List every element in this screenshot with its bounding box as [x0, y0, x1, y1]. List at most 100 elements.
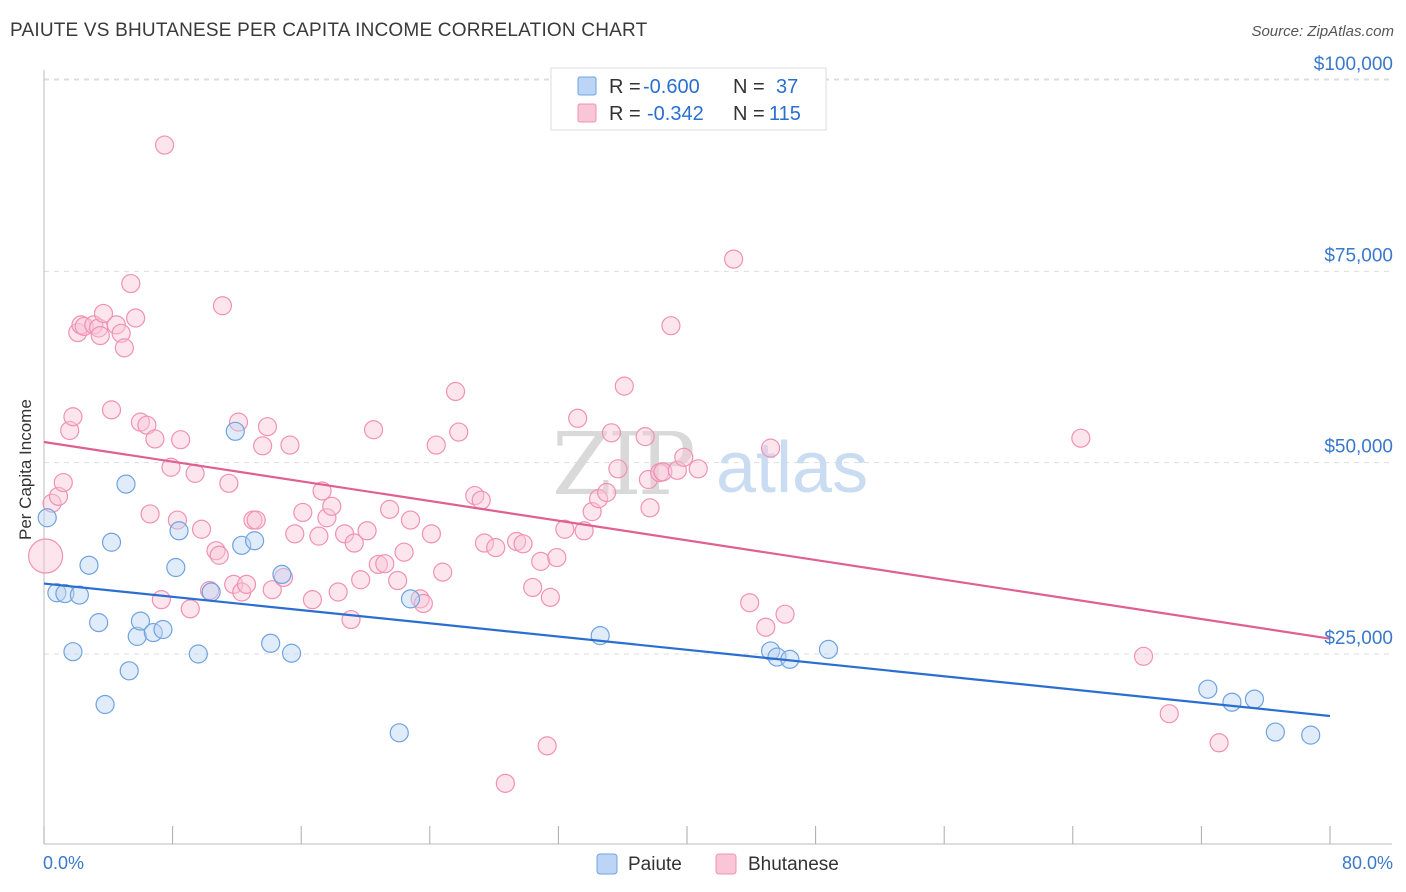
trend-line-paiute — [43, 582, 1331, 718]
data-point — [1209, 733, 1229, 753]
x-tick-label-min: 0.0% — [43, 853, 84, 873]
data-point — [236, 574, 257, 594]
data-point — [1265, 722, 1285, 742]
data-point — [426, 435, 446, 455]
data-point — [775, 604, 795, 624]
data-point — [116, 474, 136, 494]
y-tick-label: $50,000 — [1324, 437, 1393, 458]
data-point — [280, 435, 300, 455]
chart-title: PAIUTE VS BHUTANESE PER CAPITA INCOME CO… — [10, 20, 648, 41]
data-point — [375, 554, 395, 574]
data-point — [413, 593, 433, 614]
data-point — [724, 249, 744, 269]
data-point — [523, 577, 543, 598]
data-point — [140, 504, 160, 524]
bhutanese-swatch — [577, 103, 597, 123]
paiute-n-label: N = — [733, 76, 765, 98]
data-point — [151, 590, 171, 610]
stats-legend: R = -0.600 N = 37 R = -0.342 N = 115 — [550, 67, 827, 131]
data-point — [449, 422, 469, 442]
watermark-zip: ZIP — [552, 415, 693, 515]
data-point — [225, 421, 245, 441]
bhutanese-n-label: N = — [733, 103, 765, 125]
y-tick-label: $25,000 — [1324, 628, 1393, 649]
paiute-r-value: -0.600 — [643, 76, 700, 98]
data-point — [635, 427, 655, 447]
data-point — [756, 617, 776, 637]
data-point — [201, 582, 221, 602]
data-point — [130, 611, 151, 631]
data-point — [47, 583, 67, 603]
data-point — [471, 490, 491, 510]
bhutanese-r-label: R = — [609, 103, 641, 125]
y-tick-labels: $25,000 $50,000 $75,000 $100,000 — [1314, 54, 1393, 649]
data-point — [640, 498, 660, 518]
data-point — [127, 626, 147, 646]
data-point — [537, 736, 557, 756]
data-point — [253, 436, 273, 456]
data-point — [394, 542, 414, 562]
legend-paiute-label: Paiute — [628, 854, 682, 875]
data-point — [257, 417, 278, 437]
data-point — [474, 533, 495, 553]
trend-line-bhutanese — [43, 440, 1331, 640]
data-point — [363, 420, 384, 440]
data-point — [153, 619, 173, 640]
data-point — [389, 723, 409, 743]
watermark: ZIP atlas — [552, 415, 868, 515]
data-point — [357, 521, 377, 541]
data-point — [400, 510, 421, 530]
data-point — [101, 532, 122, 552]
data-point — [145, 429, 165, 449]
data-point — [273, 567, 294, 588]
data-point — [188, 644, 208, 664]
data-point — [540, 587, 560, 607]
watermark-atlas: atlas — [716, 428, 868, 508]
data-point — [653, 462, 673, 482]
data-point — [90, 326, 110, 346]
data-point — [597, 482, 617, 503]
data-point — [212, 296, 233, 316]
data-point — [547, 547, 567, 568]
data-point — [302, 590, 323, 610]
source-note: Source: ZipAtlas.com — [1251, 23, 1394, 40]
data-point — [53, 472, 73, 493]
data-point — [1133, 646, 1154, 666]
data-point — [555, 519, 575, 539]
data-point — [380, 499, 400, 519]
x-tick-label-max: 80.0% — [1342, 853, 1393, 873]
data-point — [341, 609, 361, 630]
data-point — [93, 303, 114, 324]
data-point — [293, 502, 313, 523]
axes — [43, 70, 1392, 845]
trend-lines — [43, 440, 1331, 718]
data-point — [285, 524, 305, 544]
data-point — [1159, 704, 1179, 724]
legend-paiute-swatch — [596, 853, 618, 875]
data-point — [309, 526, 329, 546]
data-point — [171, 430, 191, 450]
data-point — [1222, 692, 1242, 712]
data-point — [79, 555, 99, 575]
series-legend: Paiute Bhutanese — [596, 853, 839, 875]
data-point — [513, 534, 533, 554]
data-point — [388, 570, 408, 591]
data-point — [433, 562, 453, 582]
data-point — [28, 538, 64, 574]
data-point — [661, 316, 681, 336]
y-tick-label: $100,000 — [1314, 54, 1393, 75]
data-point — [344, 533, 364, 553]
data-point — [89, 613, 109, 633]
data-point — [818, 639, 839, 660]
grid-lines — [44, 78, 1392, 655]
data-point — [317, 508, 337, 528]
data-point — [322, 496, 342, 516]
data-point — [114, 338, 134, 358]
legend-bhutanese-label: Bhutanese — [748, 854, 839, 875]
data-point — [272, 564, 292, 585]
data-point — [445, 381, 466, 402]
data-point — [95, 694, 115, 715]
data-point — [688, 459, 708, 479]
data-point — [351, 570, 371, 590]
data-point — [191, 519, 212, 539]
